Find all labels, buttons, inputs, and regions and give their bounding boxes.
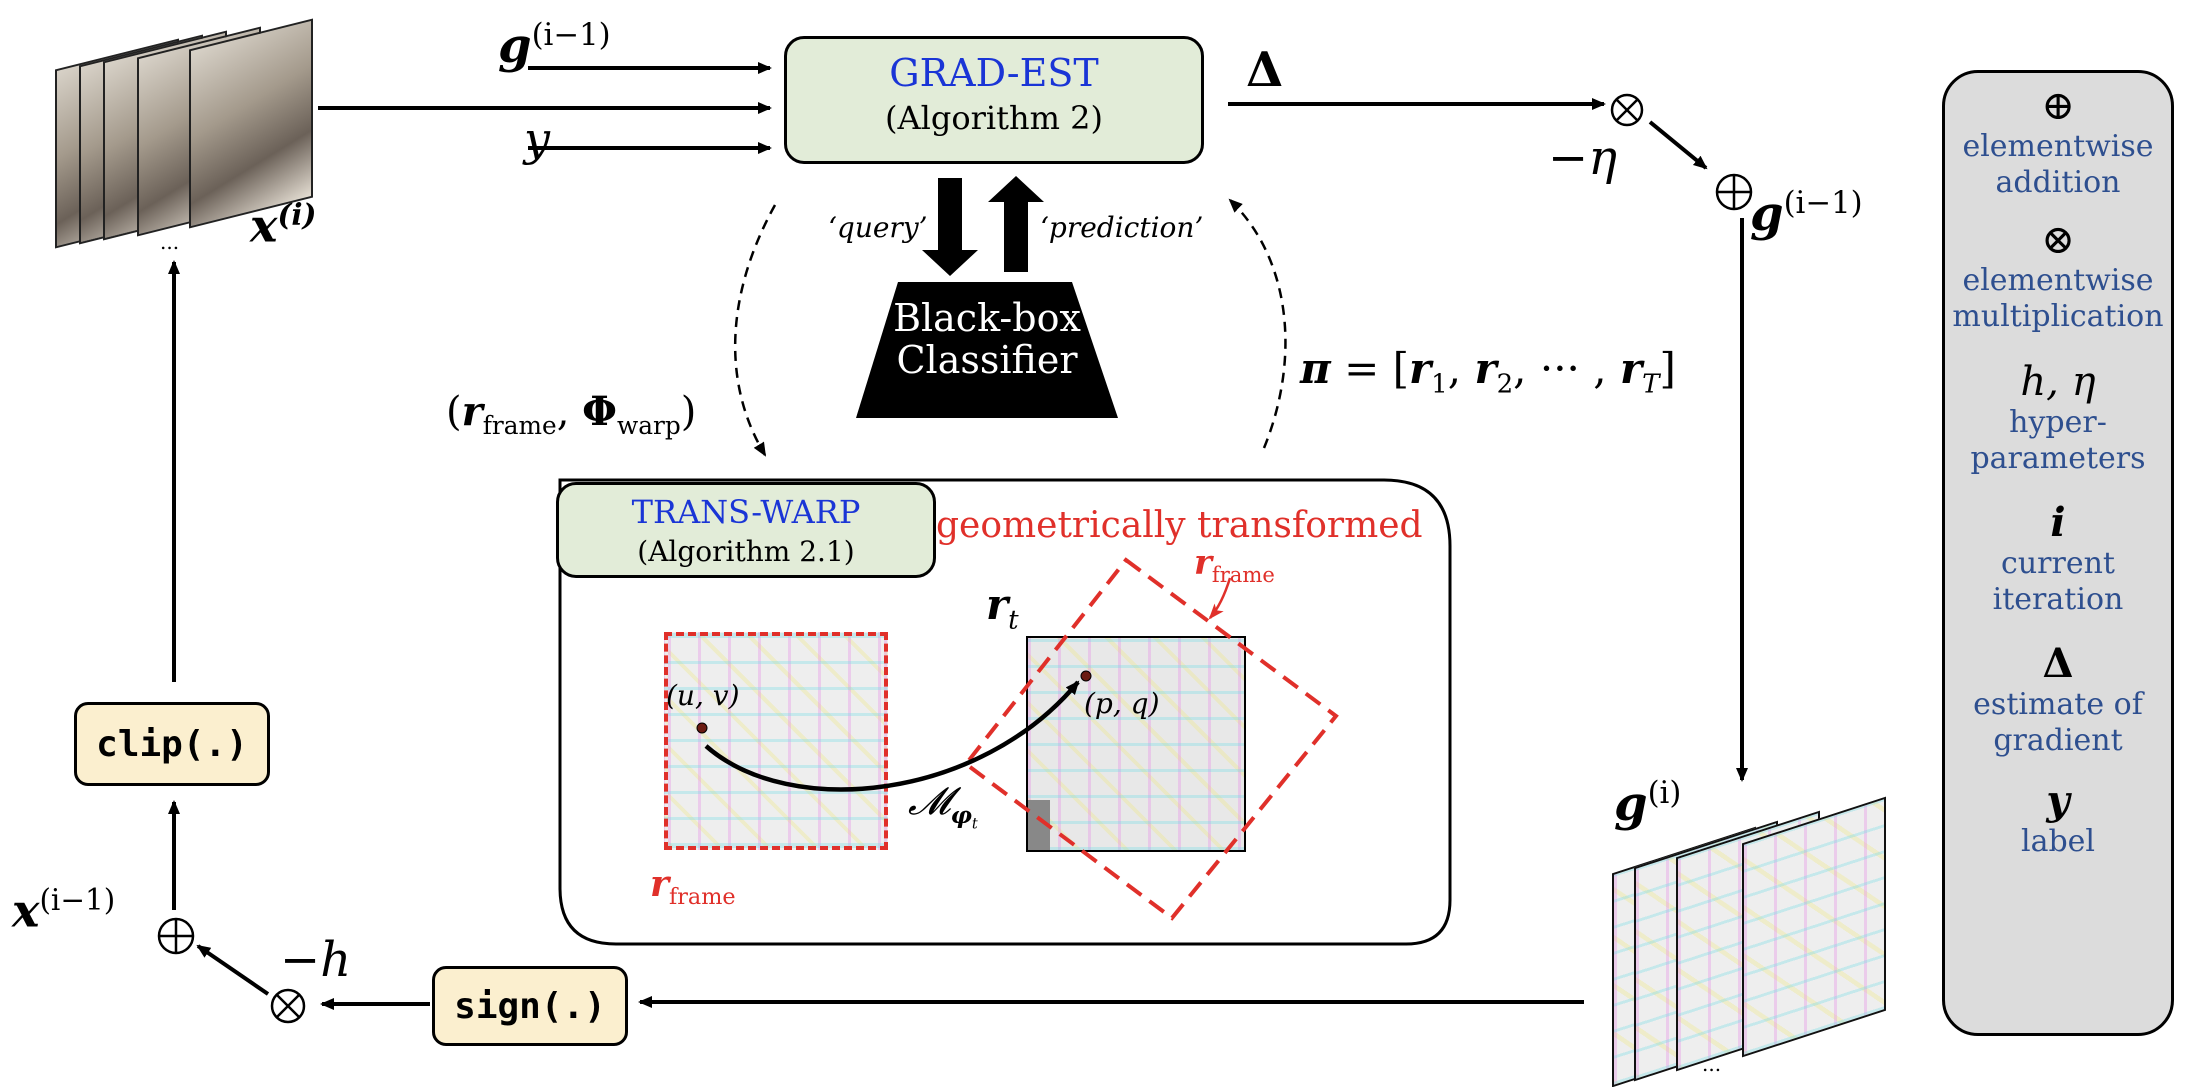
arrow-mul-to-add — [1648, 120, 1708, 170]
prediction-label: ‘prediction’ — [1040, 211, 1204, 244]
sign-box: sign(.) — [432, 966, 628, 1046]
legend-panel: ⊕ elementwise addition ⊗ elementwise mul… — [1942, 70, 2174, 1036]
g-prev-right-label: g(i−1) — [1750, 185, 1863, 242]
arrow-mul-to-add-left — [196, 944, 270, 996]
legend-add-line2: addition — [1995, 165, 2121, 200]
legend-hyper-line2: parameters — [1970, 441, 2146, 476]
uv-label: (u, v) — [666, 679, 740, 712]
g-out-ellipsis: ... — [1702, 1052, 1722, 1076]
grad-est-subtitle: (Algorithm 2) — [885, 99, 1103, 137]
legend-delta-line2: gradient — [1993, 723, 2123, 758]
legend-iter-symbol: i — [2050, 499, 2066, 546]
clip-label: clip(.) — [96, 723, 248, 765]
legend-hyper-symbol: h, η — [2020, 359, 2096, 405]
legend-iter-line2: iteration — [1992, 582, 2124, 617]
grad-est-box: GRAD-EST (Algorithm 2) — [784, 36, 1204, 164]
x-i-label: x(i) — [250, 197, 317, 253]
legend-delta-symbol: Δ — [2042, 640, 2074, 687]
mapping-curve — [704, 680, 1080, 792]
legend-add-line1: elementwise — [1962, 129, 2154, 164]
target-frame — [1026, 636, 1246, 852]
legend-y-symbol: y — [2046, 777, 2070, 824]
warp-input-label: (rframe, Φwarp) — [446, 388, 697, 440]
delta-label: Δ — [1246, 42, 1284, 98]
dashed-arrow-to-gradest — [1228, 198, 1287, 449]
classifier-line1: Black-box — [893, 296, 1081, 340]
legend-delta-line1: estimate of — [1973, 687, 2143, 722]
query-arrow — [922, 178, 978, 276]
source-frame — [664, 632, 888, 850]
rotated-frame — [963, 557, 1339, 921]
add-operator-left — [157, 917, 195, 955]
g-out-label: g(i) — [1614, 775, 1682, 832]
y-input-label: y — [524, 112, 550, 166]
gradient-frames — [1598, 796, 1898, 1087]
mul-operator-top — [1610, 93, 1644, 127]
eta-label: −η — [1548, 130, 1617, 186]
trans-warp-subtitle: (Algorithm 2.1) — [637, 535, 855, 568]
legend-iter-line1: current — [2001, 546, 2115, 581]
geo-transformed-label: geometrically transformed — [936, 505, 1423, 546]
trans-warp-box: TRANS-WARP (Algorithm 2.1) — [556, 482, 936, 578]
classifier-line2: Classifier — [896, 337, 1078, 382]
legend-mul-icon: ⊗ — [2041, 217, 2075, 263]
g-prev-input-label: g(i−1) — [498, 17, 611, 74]
prediction-arrow — [988, 176, 1044, 272]
rframe-top-label: rframe — [1194, 543, 1275, 587]
h-label: −h — [280, 932, 352, 988]
target-frame-corner — [1028, 800, 1050, 850]
grad-est-title: GRAD-EST — [889, 51, 1099, 95]
legend-hyper-line1: hyper- — [2009, 405, 2107, 440]
clip-box: clip(.) — [74, 702, 270, 786]
pq-point — [1080, 670, 1092, 682]
rt-label: rt — [986, 580, 1019, 636]
rframe-bottom-label: rframe — [650, 863, 736, 911]
rframe-pointer — [1208, 577, 1232, 620]
legend-mul-line2: multiplication — [1952, 299, 2164, 334]
add-operator-right — [1715, 173, 1753, 211]
mapping-label: 𝓜φt — [908, 779, 978, 833]
legend-add-icon: ⊕ — [2041, 83, 2075, 129]
frames-ellipsis: ... — [160, 230, 180, 254]
legend-mul-line1: elementwise — [1962, 263, 2154, 298]
pi-label: π = [r1, r2, ··· , rT] — [1300, 344, 1676, 400]
mul-operator-bottom — [270, 988, 306, 1024]
trans-warp-title: TRANS-WARP — [631, 493, 861, 531]
uv-point — [696, 722, 708, 734]
classifier-shape — [856, 282, 1118, 418]
dashed-arrow-to-transwarp — [733, 204, 777, 457]
sign-label: sign(.) — [454, 985, 606, 1027]
gradient-frame — [1742, 796, 1886, 1058]
pq-label: (p, q) — [1084, 687, 1160, 720]
classifier-text: Black-box Classifier — [856, 296, 1118, 382]
x-prev-label: x(i−1) — [12, 883, 116, 938]
query-label: ‘query’ — [828, 211, 928, 244]
legend-y-line1: label — [2020, 824, 2096, 859]
